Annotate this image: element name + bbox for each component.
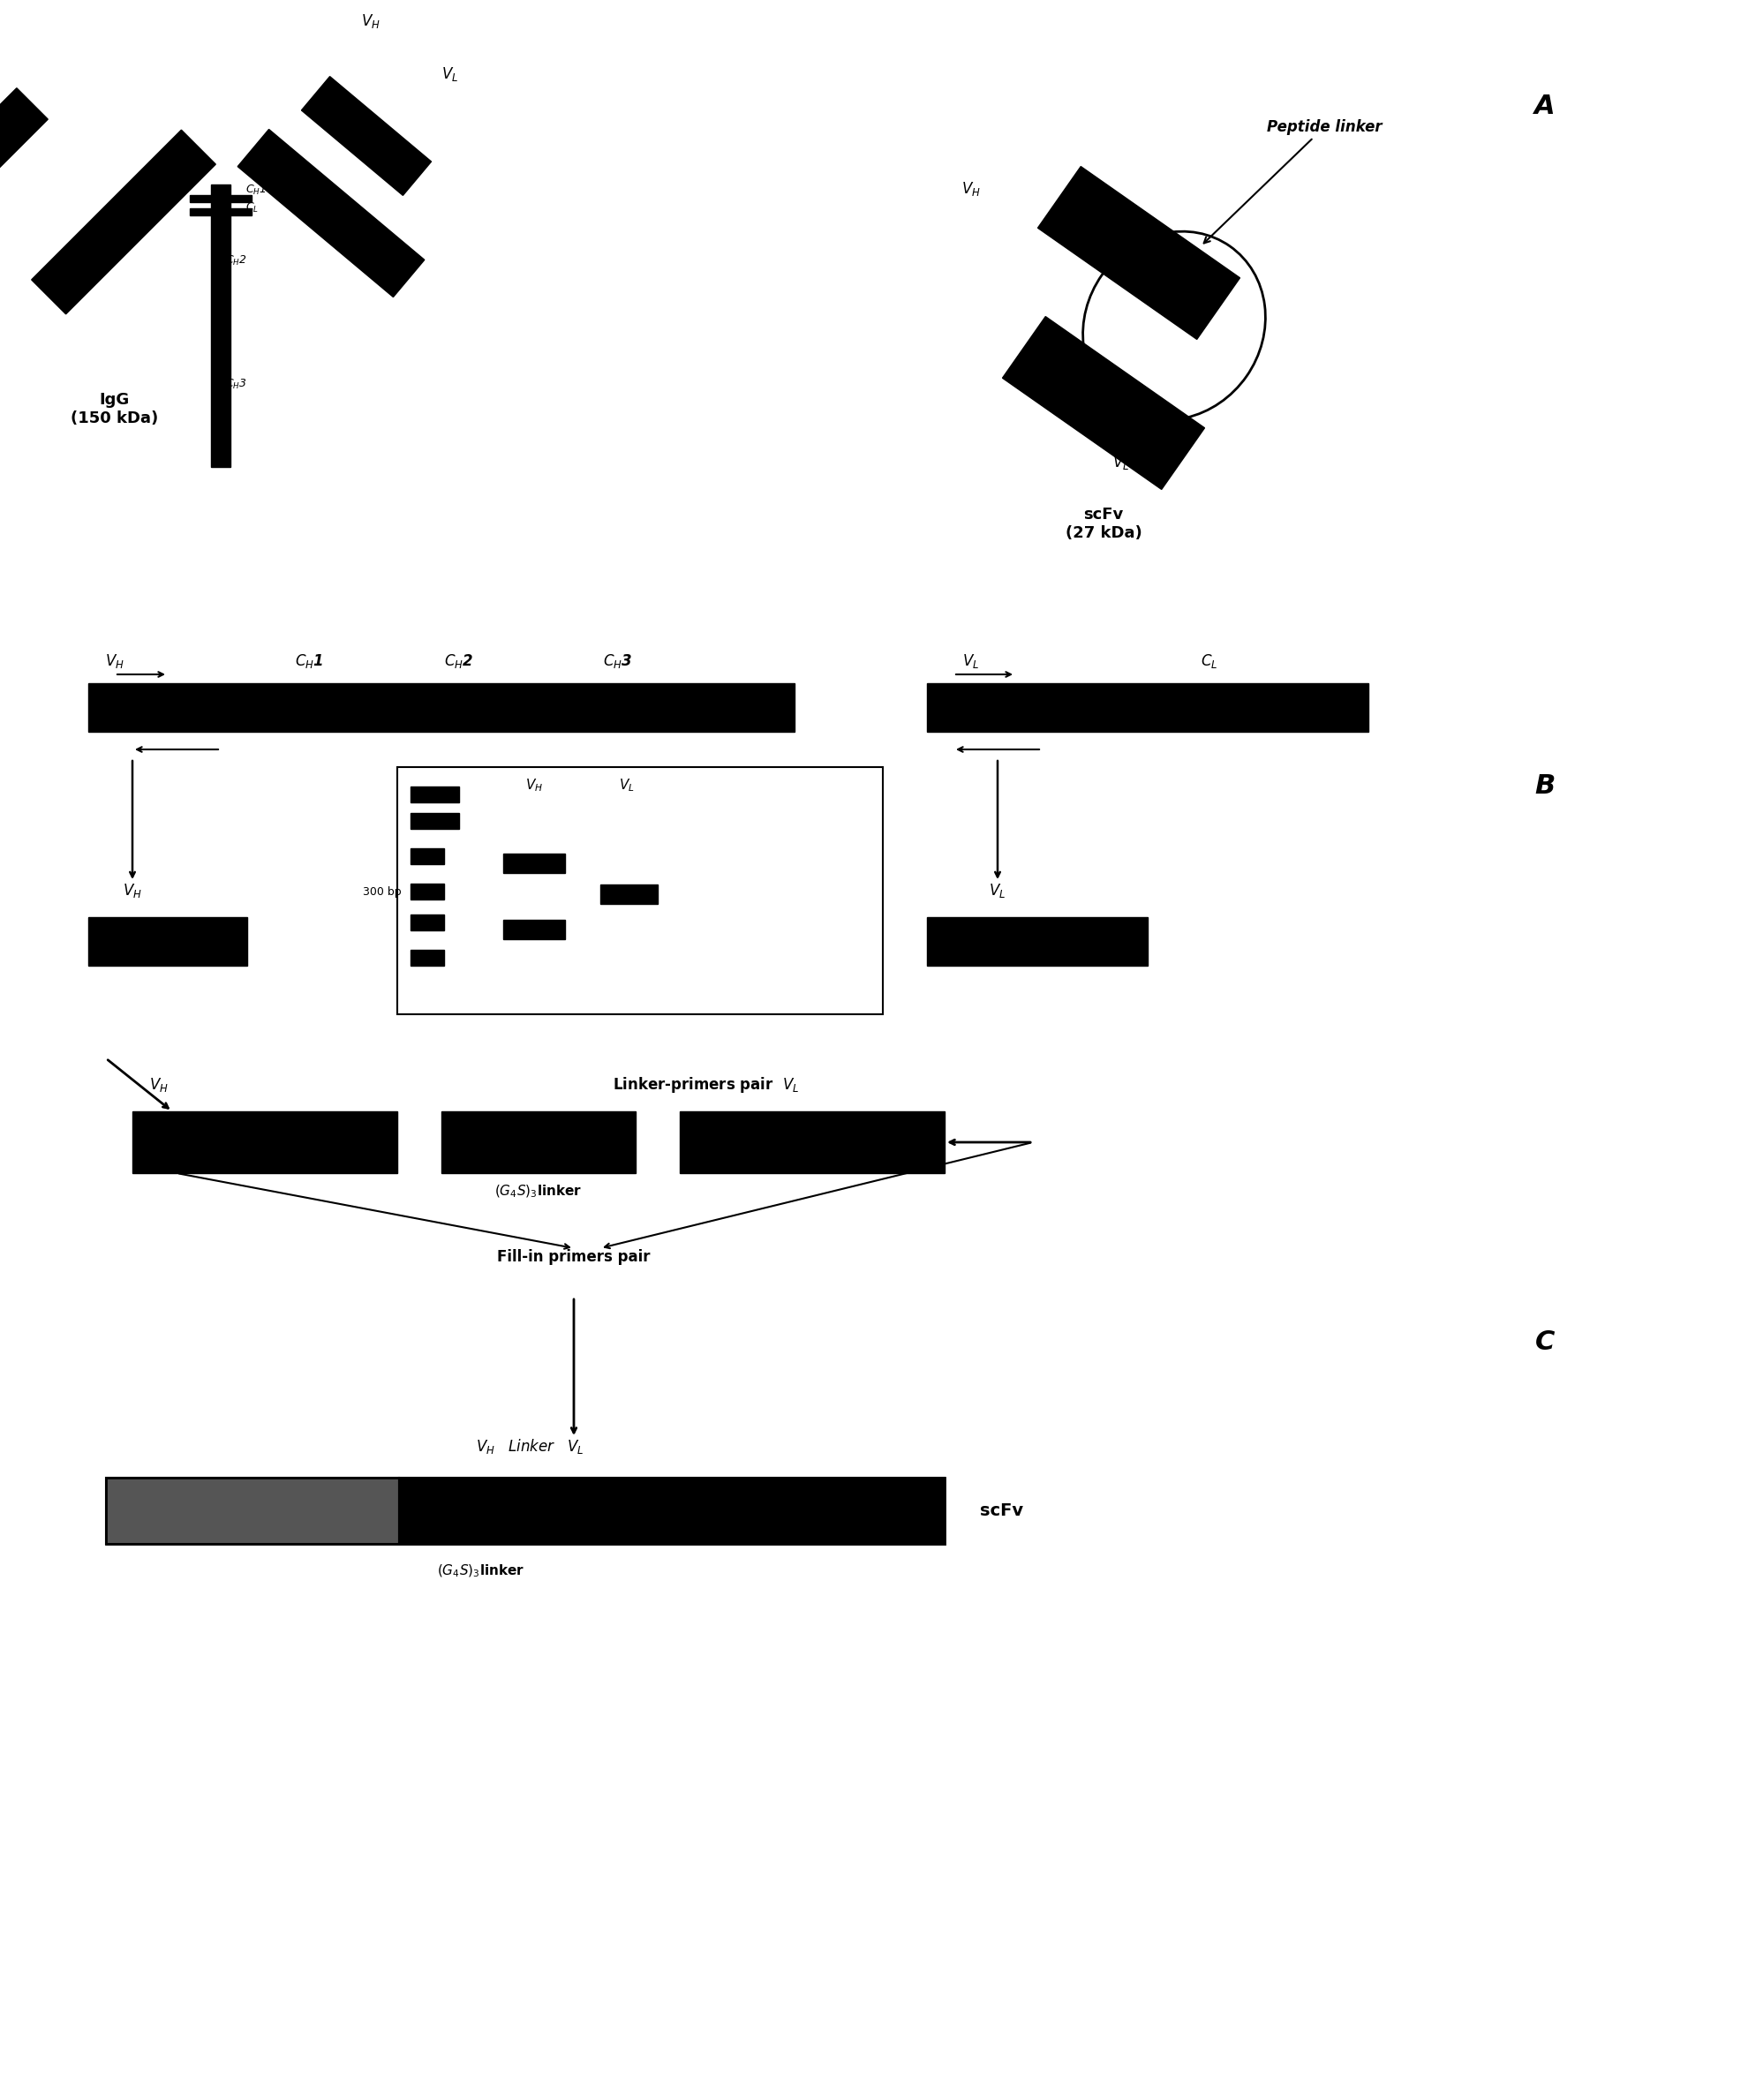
Text: $V_H$: $V_H$	[362, 13, 381, 29]
FancyBboxPatch shape	[411, 914, 444, 930]
FancyBboxPatch shape	[926, 683, 1369, 731]
Text: scFv: scFv	[981, 1502, 1023, 1518]
Text: $V_H$   Linker   $V_L$: $V_H$ Linker $V_L$	[475, 1436, 584, 1455]
Text: Peptide linker: Peptide linker	[1204, 120, 1383, 244]
FancyBboxPatch shape	[212, 185, 231, 466]
Text: $V_L$: $V_L$	[963, 653, 979, 670]
Text: $C_H$2: $C_H$2	[225, 254, 246, 267]
FancyBboxPatch shape	[680, 1111, 944, 1174]
FancyBboxPatch shape	[411, 884, 444, 899]
FancyBboxPatch shape	[442, 1111, 636, 1174]
FancyBboxPatch shape	[411, 949, 444, 966]
FancyBboxPatch shape	[89, 683, 795, 731]
Text: A: A	[1535, 94, 1556, 120]
FancyBboxPatch shape	[411, 813, 460, 830]
Text: $C_H$3: $C_H$3	[225, 378, 246, 391]
Text: $C_H$2: $C_H$2	[444, 653, 474, 670]
FancyBboxPatch shape	[400, 1478, 944, 1544]
FancyBboxPatch shape	[926, 918, 1148, 966]
FancyBboxPatch shape	[600, 884, 657, 903]
Text: C: C	[1535, 1329, 1554, 1354]
Text: $C_L$: $C_L$	[1201, 653, 1218, 670]
FancyBboxPatch shape	[397, 766, 883, 1014]
Polygon shape	[1002, 317, 1204, 489]
Text: B: B	[1535, 773, 1556, 798]
Text: $V_H$: $V_H$	[122, 882, 142, 899]
FancyBboxPatch shape	[411, 848, 444, 865]
Text: $C_H$3: $C_H$3	[603, 653, 633, 670]
FancyBboxPatch shape	[191, 208, 252, 216]
Text: $V_H$: $V_H$	[524, 777, 544, 794]
Text: $C_H$1: $C_H$1	[245, 183, 266, 197]
FancyBboxPatch shape	[503, 920, 565, 939]
Text: 300 bp: 300 bp	[364, 886, 402, 897]
Text: $V_H$: $V_H$	[149, 1075, 168, 1094]
Text: $V_L$: $V_L$	[619, 777, 635, 794]
Polygon shape	[301, 76, 432, 195]
FancyBboxPatch shape	[133, 1111, 397, 1174]
Text: $C_H$1: $C_H$1	[295, 653, 323, 670]
FancyBboxPatch shape	[503, 853, 565, 874]
FancyBboxPatch shape	[191, 195, 252, 202]
FancyBboxPatch shape	[89, 918, 246, 966]
Text: $V_L$: $V_L$	[989, 882, 1007, 899]
Text: $V_H$: $V_H$	[961, 181, 981, 197]
Text: Fill-in primers pair: Fill-in primers pair	[496, 1250, 650, 1264]
FancyBboxPatch shape	[107, 1478, 400, 1544]
Text: Linker-primers pair  $V_L$: Linker-primers pair $V_L$	[614, 1075, 799, 1094]
Text: $V_H$: $V_H$	[105, 653, 124, 670]
Text: $(G_4S)_3$linker: $(G_4S)_3$linker	[437, 1562, 524, 1579]
Text: $V_L$: $V_L$	[1113, 454, 1129, 470]
Polygon shape	[1038, 166, 1239, 340]
Polygon shape	[238, 130, 425, 296]
Text: $(G_4S)_3$linker: $(G_4S)_3$linker	[495, 1182, 582, 1199]
Text: $C_L$: $C_L$	[245, 202, 259, 214]
Polygon shape	[31, 130, 215, 315]
Text: IgG
(150 kDa): IgG (150 kDa)	[72, 393, 159, 426]
FancyBboxPatch shape	[411, 788, 460, 802]
Polygon shape	[0, 88, 47, 218]
Text: scFv
(27 kDa): scFv (27 kDa)	[1065, 506, 1141, 542]
Text: $V_L$: $V_L$	[442, 65, 458, 84]
